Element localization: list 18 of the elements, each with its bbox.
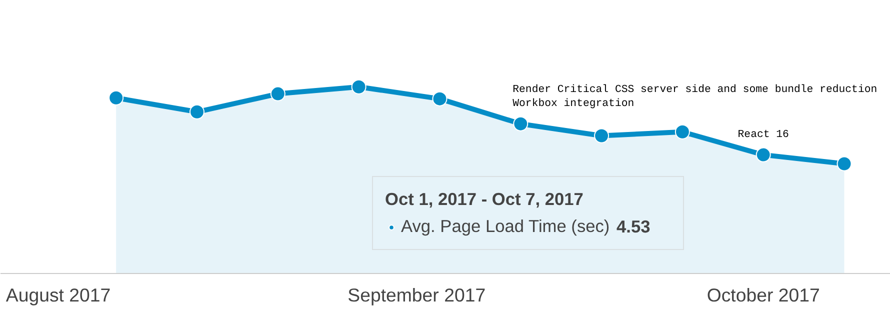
annotation: Oct 1, 2017 - Oct 7, 2017 (385, 189, 584, 210)
x-tick-label: October 2017 (706, 284, 820, 306)
point (513, 116, 528, 132)
point (351, 79, 366, 94)
point (432, 91, 448, 106)
annotation: React 16 (738, 128, 789, 141)
annotation: 4.53 (616, 216, 651, 236)
legend-label: Avg. Page Load Time (sec) (401, 216, 610, 236)
x-tick-label: August 2017 (6, 284, 111, 306)
point (270, 86, 286, 102)
point (674, 124, 690, 140)
point (836, 156, 852, 172)
annotation: Workbox integration (512, 98, 634, 110)
x-tick-label: September 2017 (348, 284, 486, 306)
point (108, 90, 124, 106)
annotation: Render Critical CSS server side and some bundle reduction (512, 84, 878, 96)
point (189, 104, 204, 120)
point (756, 147, 771, 162)
